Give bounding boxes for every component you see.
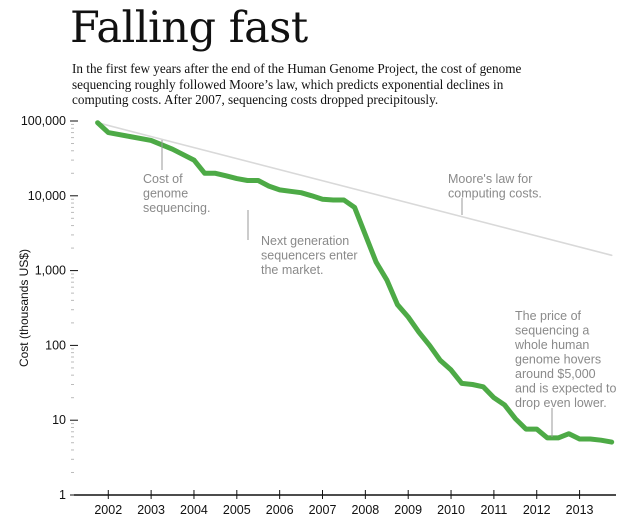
annotation-line: Moore's law for [448,172,532,186]
x-tick-label: 2008 [351,503,379,517]
y-axis-label: Cost (thousands US$) [17,249,31,367]
annotation-line: the market. [261,263,324,277]
annotation-price-5000: The price of sequencing a whole human genom… [514,309,617,410]
annotation-line: whole human [514,338,589,352]
annotation-line: sequencing. [143,201,210,215]
y-tick-label: 100 [45,338,66,352]
x-tick-label: 2009 [394,503,422,517]
x-tick-label: 2005 [223,503,251,517]
annotation-moores-law: Moore's law for computing costs. [448,172,542,201]
y-tick-label: 100,000 [21,114,66,128]
y-tick-label: 1 [59,488,66,502]
annotation-line: drop even lower. [515,396,607,410]
y-tick-label: 10 [52,413,66,427]
annotation-sequencing-cost: Cost of genome sequencing. [143,172,210,215]
annotation-line: The price of [515,309,582,323]
x-tick-label: 2013 [566,503,594,517]
x-tick-label: 2004 [180,503,208,517]
annotation-line: computing costs. [448,187,542,201]
x-tick-label: 2011 [480,503,507,517]
x-tick-label: 2010 [437,503,465,517]
annotation-line: sequencing a [515,324,589,338]
sequencing-cost-line [95,120,615,445]
x-tick-label: 2003 [137,503,165,517]
x-tick-label: 2006 [266,503,294,517]
moores-law-line [96,121,613,257]
y-tick-label: 10,000 [28,189,66,203]
annotation-line: Next generation [261,234,349,248]
annotation-line: and is expected to [515,382,617,396]
x-tick-label: 2002 [94,503,122,517]
annotation-line: genome hovers [515,353,601,367]
annotation-line: around $5,000 [515,367,596,381]
x-tick-label: 2012 [523,503,551,517]
chart-title: Falling fast [70,3,308,53]
y-tick-label: 1,000 [35,264,66,278]
chart-subtitle: In the first few years after the end of … [72,61,522,107]
annotation-next-gen: Next generation sequencers enter the marke… [261,234,358,277]
annotation-line: genome [143,187,188,201]
annotation-line: sequencers enter [261,249,358,263]
x-tick-label: 2007 [309,503,337,517]
annotation-line: Cost of [143,172,183,186]
